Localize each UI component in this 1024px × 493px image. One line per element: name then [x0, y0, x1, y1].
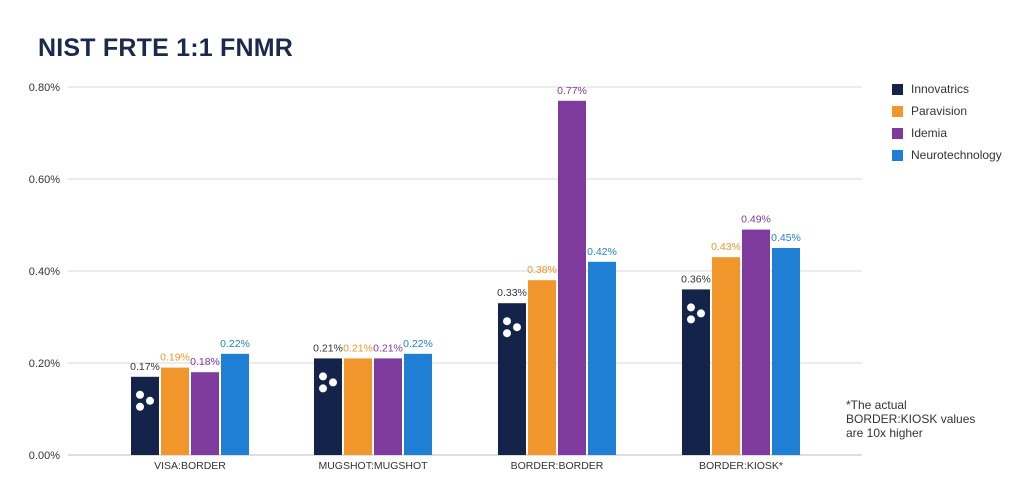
- legend-swatch: [892, 149, 903, 161]
- legend-label: Neurotechnology: [911, 148, 1002, 162]
- bar: [161, 367, 189, 455]
- legend-swatch: [892, 105, 903, 117]
- logo-dot: [136, 390, 144, 399]
- data-label: 0.17%: [130, 361, 160, 373]
- bar: [588, 261, 616, 455]
- y-tick-label: 0.80%: [29, 82, 60, 94]
- logo-dot: [503, 317, 511, 326]
- bar: [314, 358, 342, 455]
- logo-dot: [513, 323, 521, 332]
- bar: [404, 353, 432, 455]
- logo-dot: [687, 315, 695, 324]
- data-label: 0.49%: [741, 214, 771, 226]
- data-label: 0.77%: [557, 85, 587, 97]
- logo-dot: [503, 329, 511, 338]
- y-tick-label: 0.20%: [29, 358, 60, 370]
- data-label: 0.43%: [711, 241, 741, 253]
- logo-dot: [319, 384, 327, 393]
- data-label: 0.22%: [220, 338, 250, 350]
- bar: [221, 353, 249, 455]
- bar: [772, 248, 800, 455]
- data-label: 0.38%: [527, 264, 557, 276]
- data-label: 0.19%: [160, 352, 190, 364]
- legend-item: Paravision: [892, 100, 1002, 122]
- logo-dot: [329, 378, 337, 387]
- bar: [712, 257, 740, 455]
- x-tick-label: BORDER:KIOSK*: [699, 460, 783, 472]
- data-label: 0.21%: [373, 342, 403, 354]
- y-tick-label: 0.40%: [29, 266, 60, 278]
- bar: [374, 358, 402, 455]
- legend: Innovatrics Paravision Idemia Neurotechnolo…: [892, 78, 1002, 166]
- legend-swatch: [892, 83, 903, 95]
- bar: [742, 229, 770, 455]
- data-label: 0.21%: [343, 342, 373, 354]
- bar: [528, 280, 556, 455]
- data-label: 0.33%: [497, 287, 527, 299]
- bar: [131, 376, 159, 455]
- legend-item: Neurotechnology: [892, 144, 1002, 166]
- data-label: 0.21%: [313, 342, 343, 354]
- legend-label: Idemia: [911, 126, 948, 140]
- y-tick-label: 0.60%: [29, 174, 60, 186]
- x-tick-label: MUGSHOT:MUGSHOT: [318, 460, 428, 472]
- data-label: 0.22%: [403, 338, 433, 350]
- legend-label: Innovatrics: [911, 82, 970, 96]
- data-label: 0.36%: [681, 273, 711, 285]
- bar: [344, 358, 372, 455]
- logo-dot: [697, 309, 705, 318]
- x-tick-label: BORDER:BORDER: [511, 460, 604, 472]
- footnote: *The actual BORDER:KIOSK values are 10x …: [846, 398, 1011, 440]
- logo-dot: [146, 396, 154, 405]
- legend-item: Idemia: [892, 122, 1002, 144]
- logo-dot: [687, 303, 695, 312]
- legend-item: Innovatrics: [892, 78, 1002, 100]
- footnote-line: are 10x higher: [846, 426, 923, 440]
- y-tick-label: 0.00%: [29, 450, 60, 462]
- bar: [498, 303, 526, 455]
- bar: [558, 100, 586, 456]
- footnote-line: BORDER:KIOSK values: [846, 412, 976, 426]
- chart-title: NIST FRTE 1:1 FNMR: [38, 34, 293, 62]
- bar: [682, 289, 710, 455]
- logo-dot: [319, 372, 327, 381]
- data-label: 0.18%: [190, 356, 220, 368]
- bar: [191, 372, 219, 455]
- logo-dot: [136, 402, 144, 411]
- data-label: 0.45%: [771, 232, 801, 244]
- legend-label: Paravision: [911, 104, 968, 118]
- footnote-line: *The actual: [846, 398, 907, 412]
- legend-swatch: [892, 127, 903, 139]
- data-label: 0.42%: [587, 246, 617, 258]
- x-tick-label: VISA:BORDER: [154, 460, 226, 472]
